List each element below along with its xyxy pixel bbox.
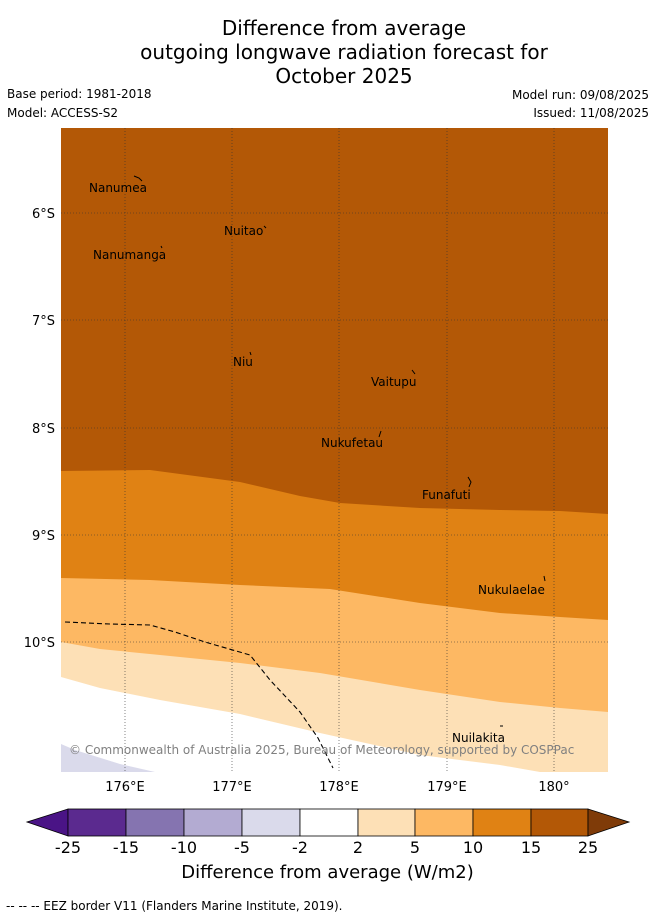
- island-vaitupu-shape: [411, 369, 416, 375]
- copyright-notice: © Commonwealth of Australia 2025, Bureau…: [69, 743, 574, 757]
- lon-label-179e: 179°E: [427, 780, 467, 795]
- colorbar-seg-15-25: [530, 808, 589, 837]
- colorbar-title: Difference from average (W/m2): [181, 862, 474, 883]
- island-niu-shape: [249, 351, 252, 356]
- colorbar: [25, 808, 631, 837]
- lat-label-9s: 9°S: [32, 529, 55, 544]
- colorbar-tick-2: 2: [352, 838, 364, 857]
- colorbar-tick-25: 25: [577, 838, 599, 857]
- colorbar-seg-neg10-neg5: [183, 808, 243, 837]
- place-nuitao: Nuitao: [224, 224, 263, 238]
- model-text: Model: ACCESS-S2: [7, 106, 119, 120]
- colorbar-tick--5: -5: [234, 838, 250, 857]
- island-outlines: [133, 175, 546, 727]
- lat-label-7s: 7°S: [32, 314, 55, 329]
- colorbar-seg-neg25-neg15: [67, 808, 127, 837]
- island-nukulaelae-shape: [543, 575, 546, 582]
- colorbar-tick-15: 15: [520, 838, 542, 857]
- anomaly-band-neg2-neg5: [61, 744, 155, 772]
- place-nanumanga: Nanumanga: [93, 248, 166, 262]
- map-title: Difference from average outgoing longwav…: [0, 16, 655, 88]
- colorbar-seg-2-5: [357, 808, 416, 837]
- colorbar-tick--2: -2: [292, 838, 308, 857]
- colorbar-seg-5-10: [414, 808, 474, 837]
- place-niu: Niu: [233, 355, 253, 369]
- colorbar-tick-5: 5: [409, 838, 421, 857]
- latitude-labels: 6°S 7°S 8°S 9°S 10°S: [24, 207, 55, 651]
- place-vaitupu: Vaitupu: [371, 375, 417, 389]
- longitude-labels: 176°E 177°E 178°E 179°E 180°: [105, 780, 569, 795]
- island-nanumea-shape: [133, 175, 143, 182]
- lat-label-6s: 6°S: [32, 207, 55, 222]
- place-funafuti: Funafuti: [422, 488, 471, 502]
- place-labels: Nanumea Nuitao Nanumanga Niu Vaitupu Nuk…: [89, 181, 545, 745]
- colorbar-tick-10: 10: [462, 838, 484, 857]
- place-nukulaelae: Nukulaelae: [478, 583, 545, 597]
- colorbar-seg-neg5-neg2: [241, 808, 301, 837]
- place-nanumea: Nanumea: [89, 181, 147, 195]
- colorbar-extend-low: [25, 808, 69, 837]
- issued-text: Issued: 11/08/2025: [533, 106, 649, 120]
- map-plot-area: Nanumea Nuitao Nanumanga Niu Vaitupu Nuk…: [61, 128, 608, 772]
- model-run-text: Model run: 09/08/2025: [511, 88, 649, 102]
- graticule: [61, 128, 608, 772]
- lon-label-178e: 178°E: [319, 780, 359, 795]
- title-line-3: October 2025: [275, 64, 413, 88]
- island-funafuti-shape: [467, 476, 472, 488]
- island-nuitao-shape: [263, 225, 267, 229]
- colorbar-tick--25: -25: [54, 838, 82, 857]
- title-line-1: Difference from average: [221, 16, 467, 40]
- colorbar-seg-10-15: [472, 808, 532, 837]
- lon-label-176e: 176°E: [105, 780, 145, 795]
- place-nukufetau: Nukufetau: [321, 436, 383, 450]
- lat-label-8s: 8°S: [32, 422, 55, 437]
- place-nuilakita: Nuilakita: [452, 731, 505, 745]
- lat-label-10s: 10°S: [24, 636, 55, 651]
- colorbar-seg-neg15-neg10: [125, 808, 185, 837]
- lon-label-177e: 177°E: [212, 780, 252, 795]
- colorbar-tick--10: -10: [170, 838, 198, 857]
- island-nukufetau-shape: [378, 430, 382, 438]
- island-nanumanga-shape: [160, 245, 163, 249]
- title-line-2: outgoing longwave radiation forecast for: [140, 40, 548, 64]
- eez-border-line: [64, 621, 334, 769]
- base-period-text: Base period: 1981-2018: [7, 87, 152, 101]
- anomaly-band-neutral: [61, 677, 540, 772]
- colorbar-seg-neg2-2: [299, 808, 359, 837]
- eez-footer-note: -- -- -- EEZ border V11 (Flanders Marine…: [6, 899, 343, 913]
- colorbar-extend-high: [587, 808, 631, 837]
- colorbar-tick--15: -15: [112, 838, 140, 857]
- lon-label-180: 180°: [538, 780, 569, 795]
